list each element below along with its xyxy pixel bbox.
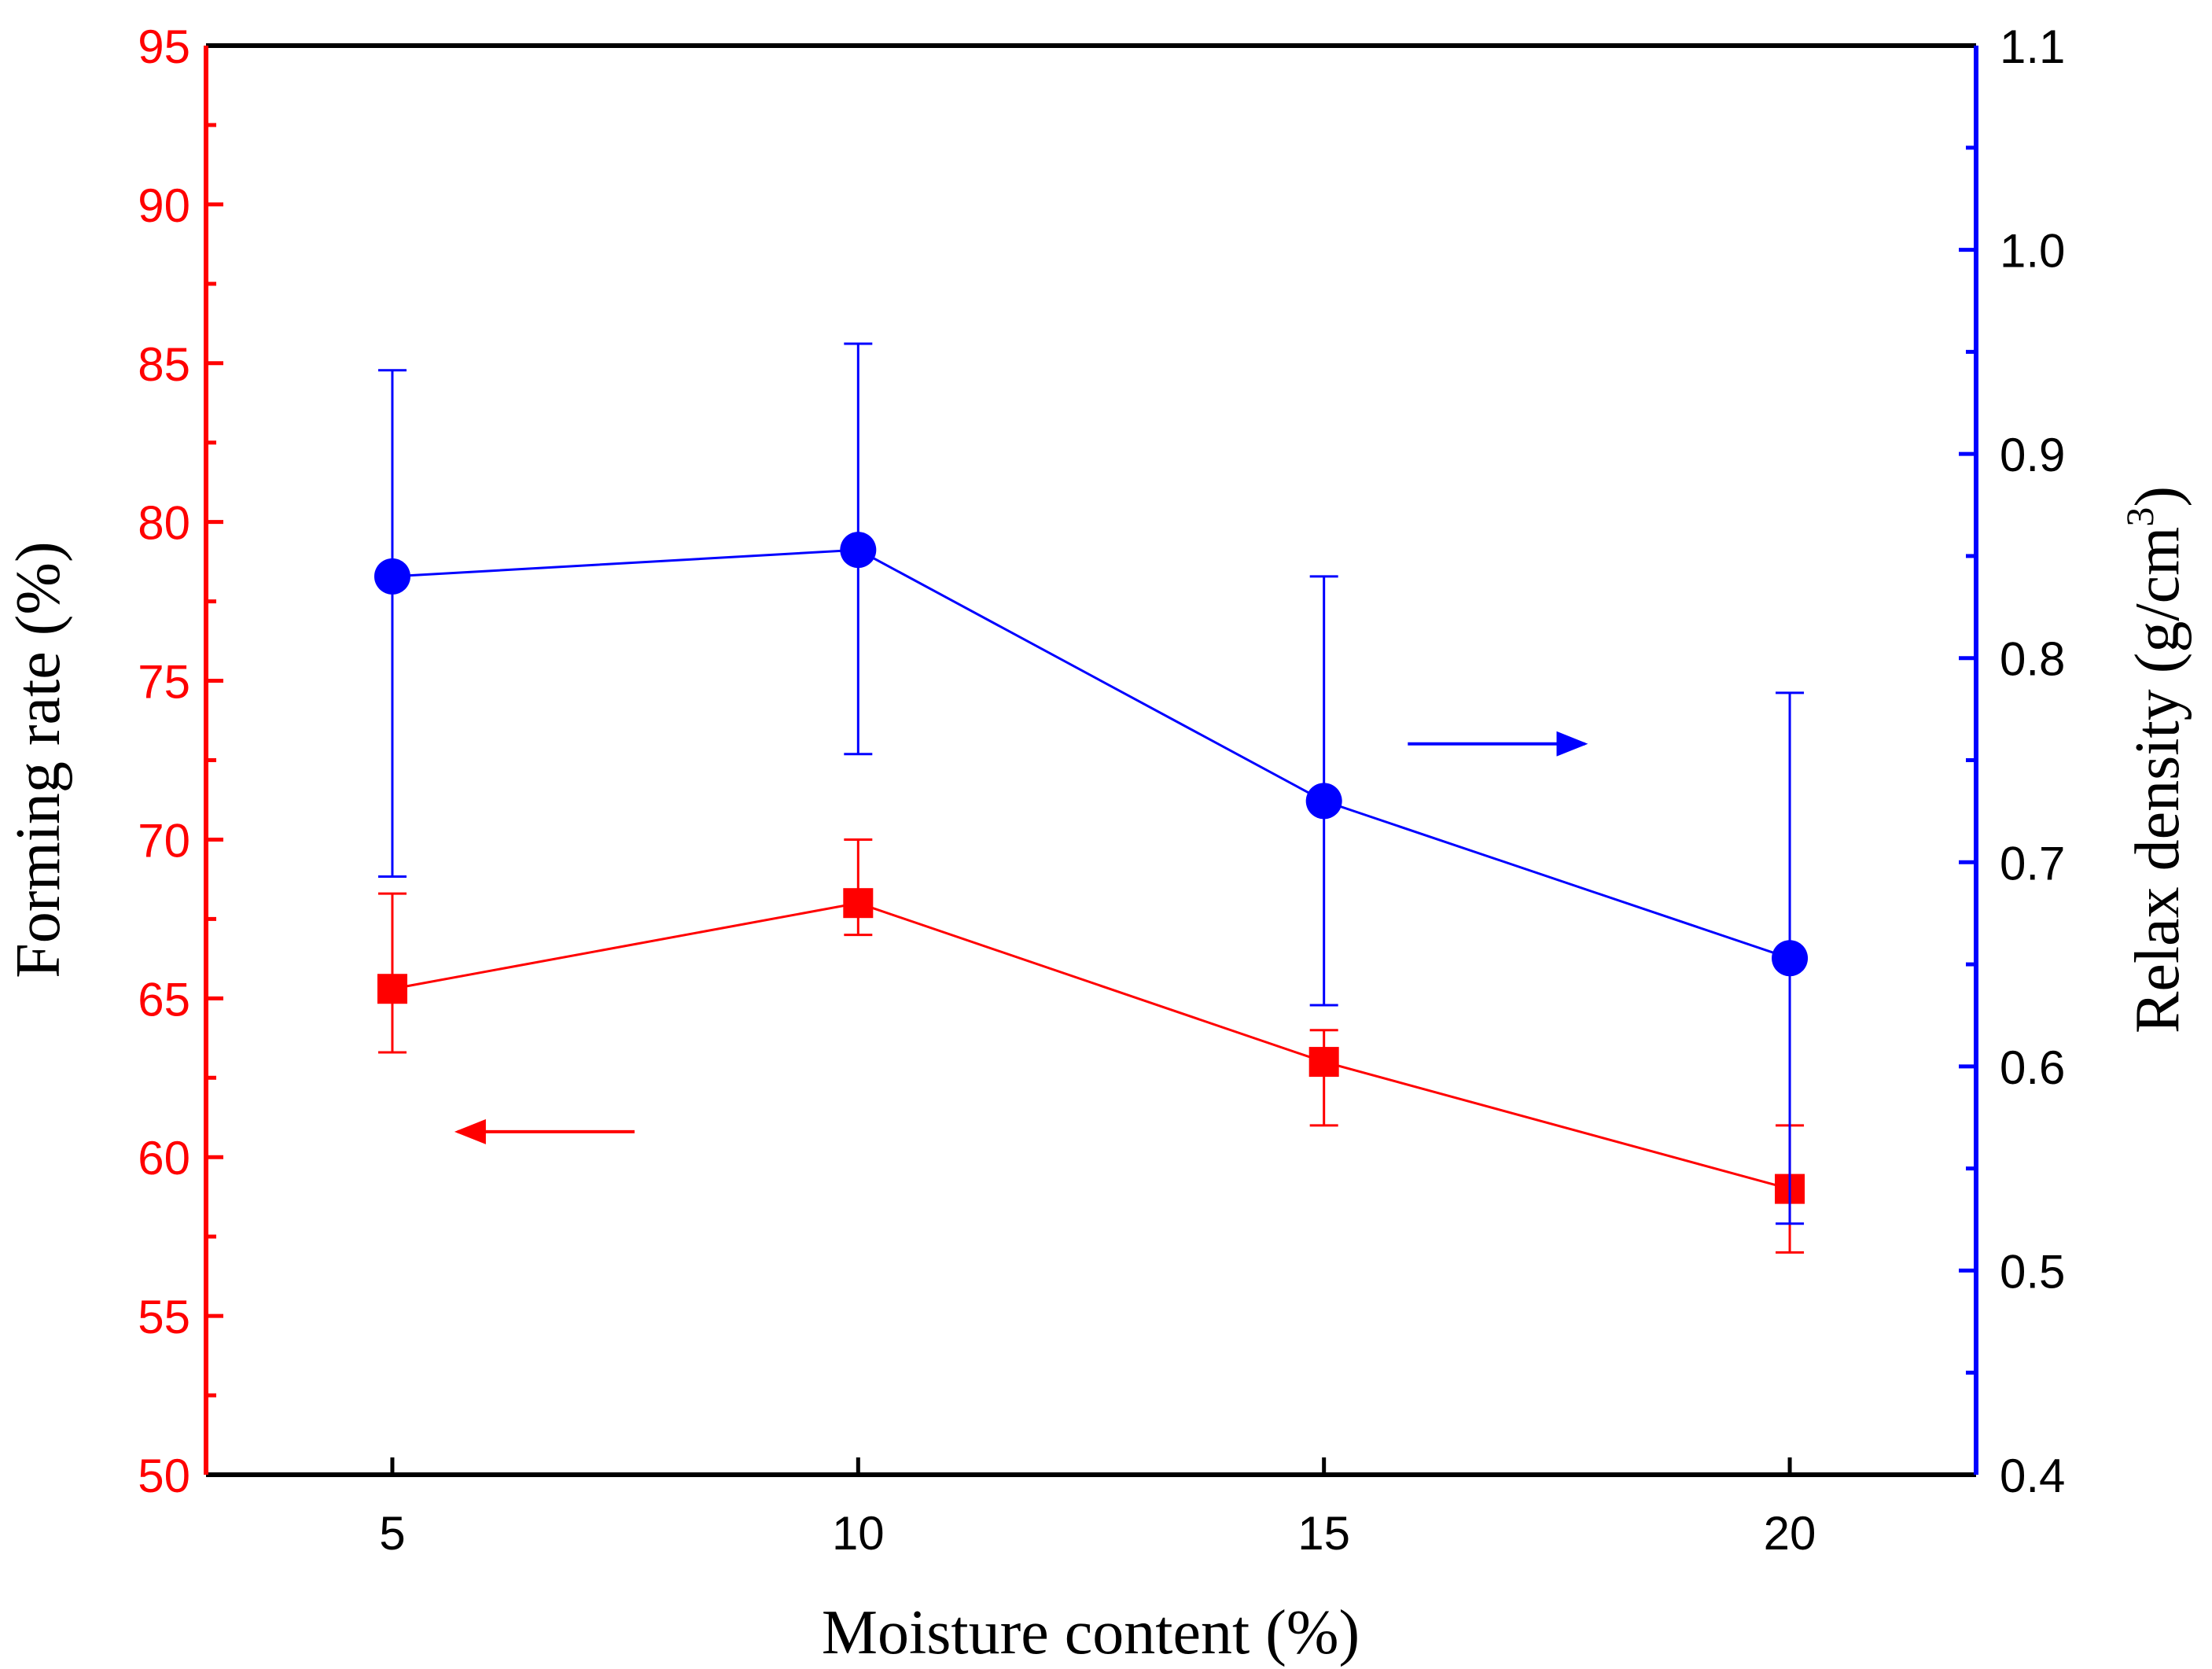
right-tick-label: 1.1	[2000, 20, 2065, 73]
x-tick-label: 5	[379, 1507, 405, 1560]
right-axis-title-suffix: )	[2123, 486, 2192, 507]
x-axis-title: Moisture content (%)	[822, 1598, 1360, 1667]
right-tick-label: 0.8	[2000, 633, 2065, 686]
right-tick-label: 0.9	[2000, 429, 2065, 481]
right-axis-title: Relax density (g/cm3)	[2118, 486, 2192, 1033]
density-line	[392, 548, 1791, 960]
x-tick-label: 15	[1297, 1507, 1350, 1560]
density-point	[1305, 783, 1342, 820]
left-tick-label: 75	[138, 656, 190, 709]
density-point	[374, 558, 410, 595]
axis-ticks	[206, 43, 1976, 1477]
forming-point	[1308, 1047, 1339, 1078]
right-tick-label: 1.0	[2000, 225, 2065, 278]
right-axis-title-superscript: 3	[2118, 507, 2162, 527]
density-point	[840, 532, 877, 569]
left-tick-label: 50	[138, 1450, 190, 1502]
density-point	[1772, 940, 1809, 977]
left-axis-title: Forming rate (%)	[4, 541, 73, 978]
right-tick-label: 0.6	[2000, 1041, 2065, 1094]
tick-labels: 5 10 15 20 50 55 60 65 70 75 80 85 90 95 0.4 0.5 0.6 0.7 0…	[138, 20, 2065, 1560]
left-tick-label: 90	[138, 179, 190, 232]
left-tick-label: 65	[138, 973, 190, 1026]
forming-point	[377, 974, 407, 1004]
right-tick-label: 0.4	[2000, 1450, 2065, 1502]
left-tick-label: 85	[138, 338, 190, 391]
x-tick-label: 20	[1764, 1507, 1816, 1560]
series-layer	[374, 342, 1809, 1254]
left-tick-label: 55	[138, 1291, 190, 1343]
left-tick-label: 80	[138, 497, 190, 550]
x-tick-label: 10	[832, 1507, 885, 1560]
right-tick-label: 0.7	[2000, 837, 2065, 890]
left-tick-label: 70	[138, 814, 190, 867]
forming-line	[392, 901, 1791, 1191]
right-tick-label: 0.5	[2000, 1245, 2065, 1298]
plot-frame	[204, 43, 1978, 1477]
left-tick-label: 95	[138, 20, 190, 73]
left-tick-label: 60	[138, 1132, 190, 1185]
right-axis-title-main: Relax density (g/cm	[2123, 527, 2192, 1033]
forming-point	[843, 888, 874, 919]
